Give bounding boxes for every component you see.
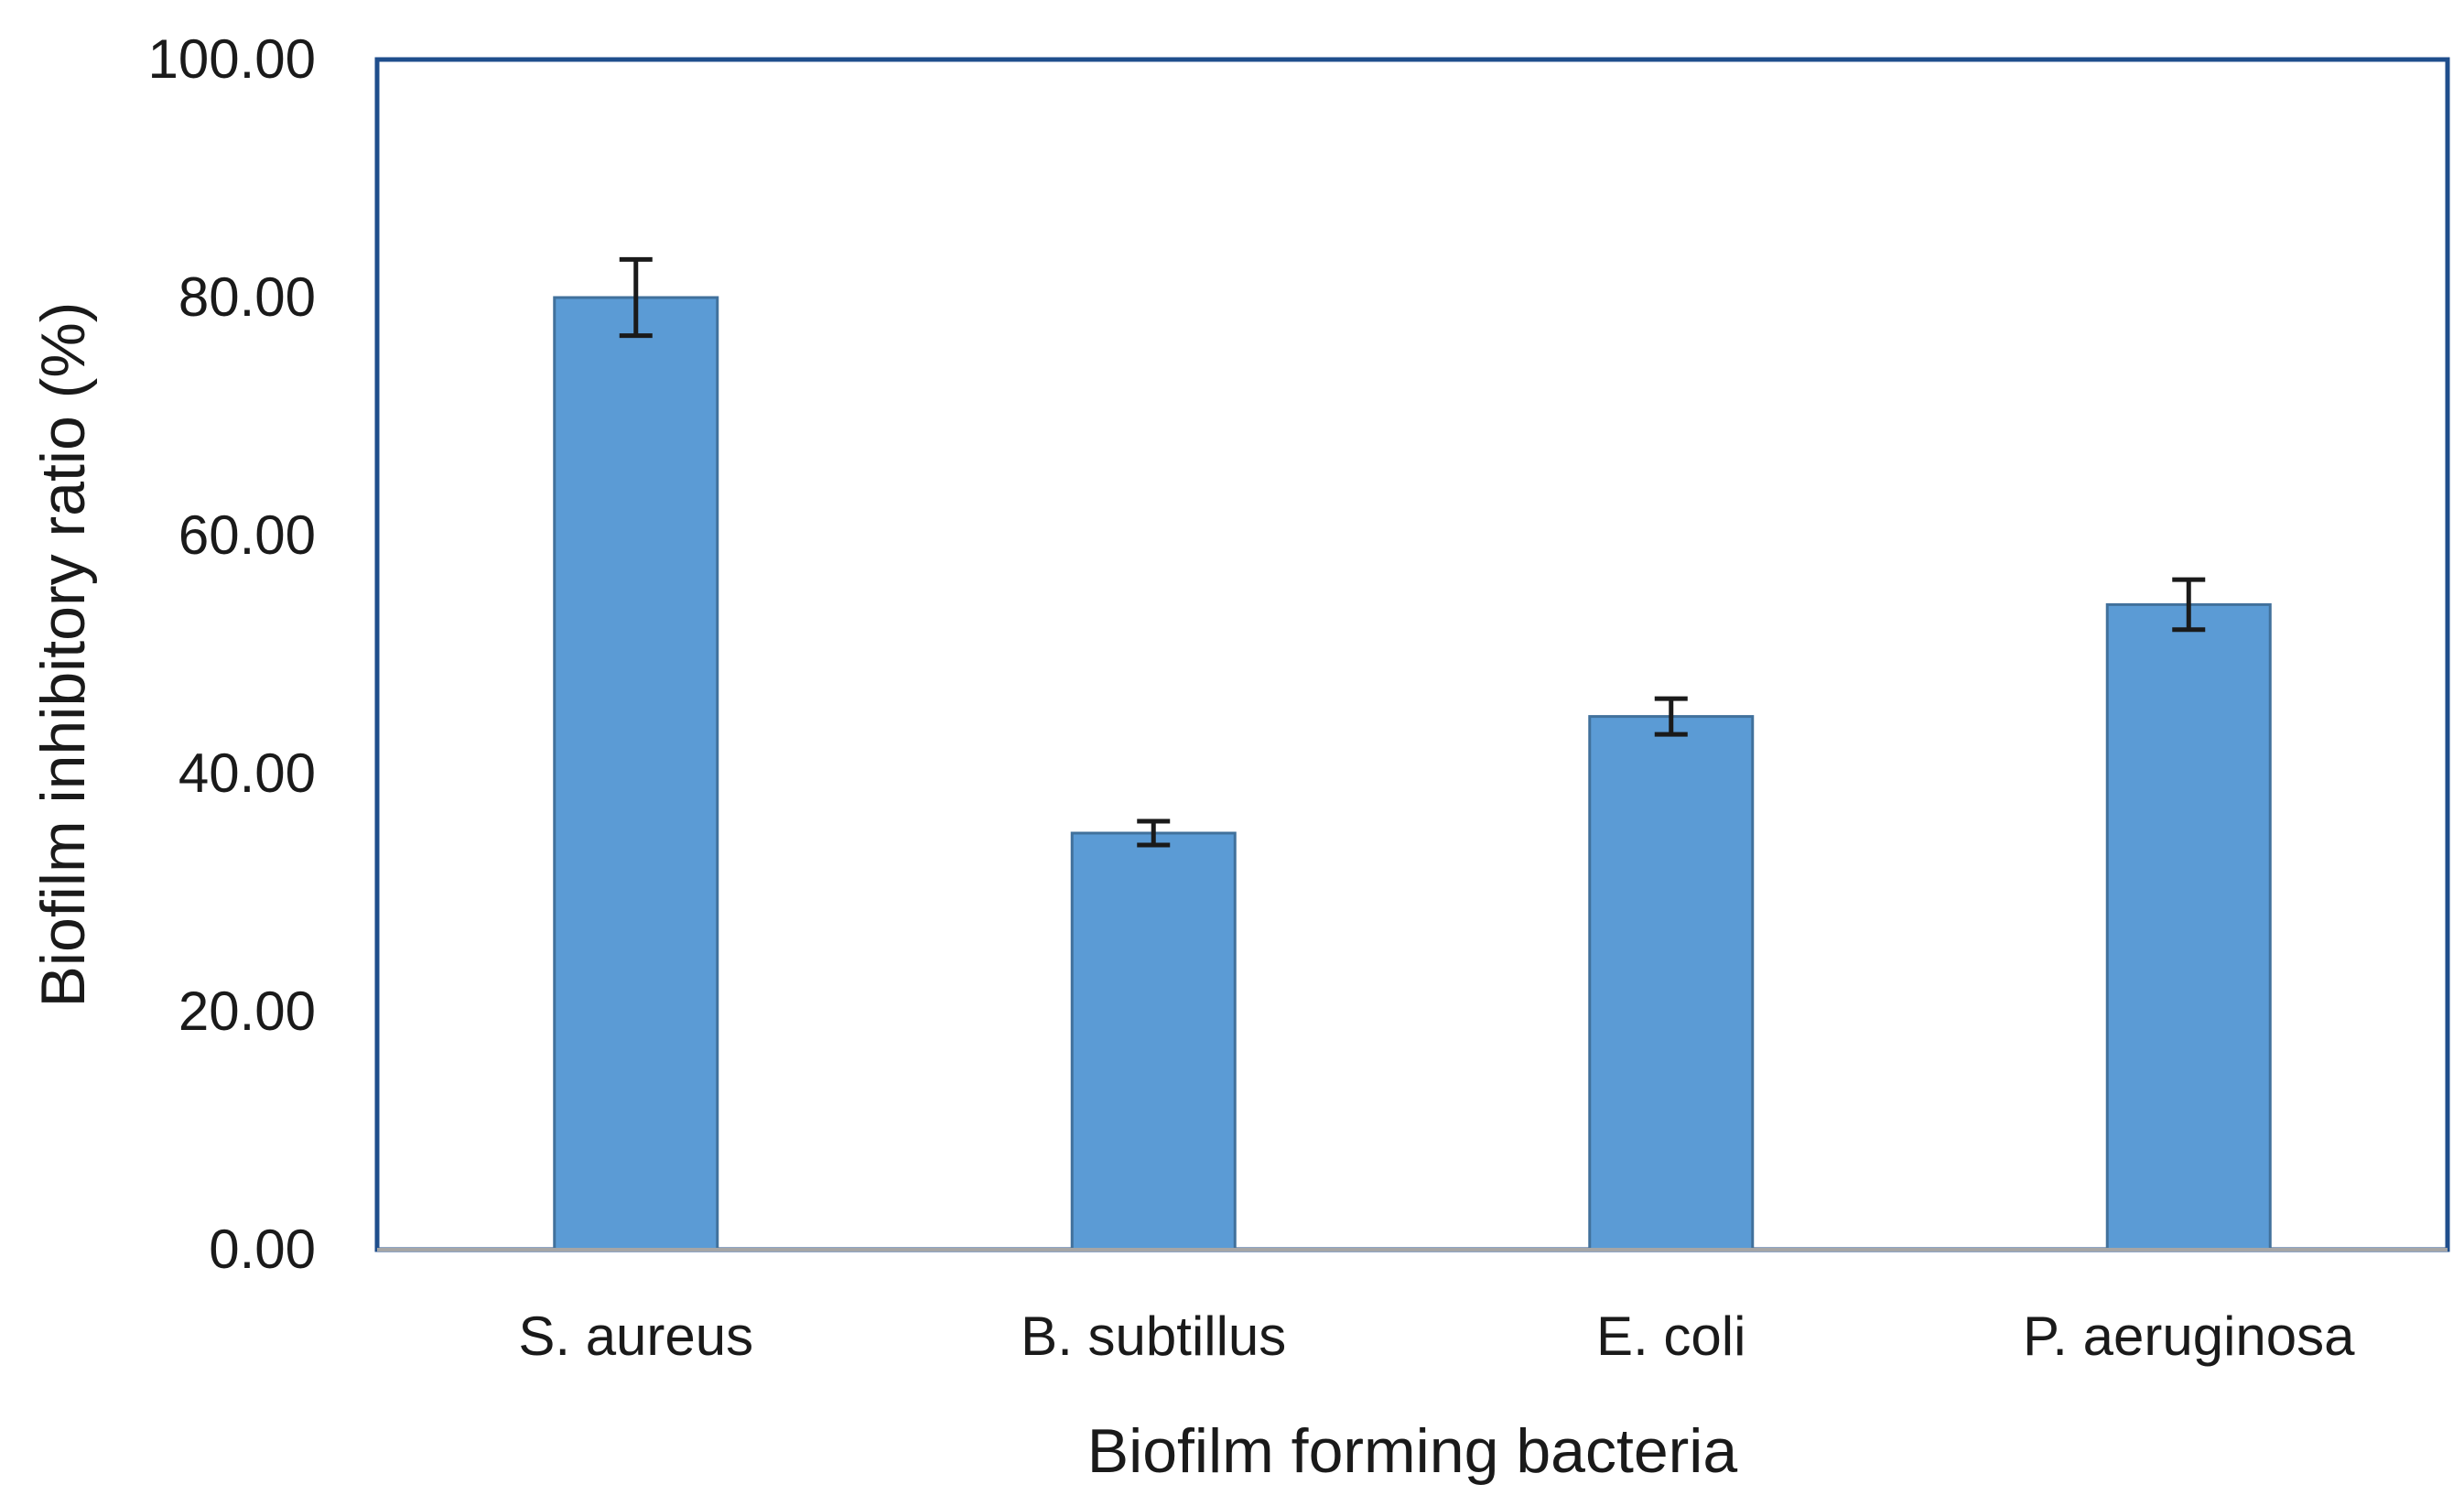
y-tick-label: 80.00 <box>178 266 316 328</box>
x-tick-label: P. aeruginosa <box>2023 1306 2355 1367</box>
y-tick-label: 100.00 <box>147 28 316 90</box>
error-bar-4 <box>2172 577 2206 633</box>
y-tick-labels: 0.00 20.00 40.00 60.00 80.00 100.00 <box>147 28 316 1280</box>
bar-4 <box>2105 602 2272 1251</box>
error-bars-layer <box>619 256 2206 848</box>
y-tick-label: 40.00 <box>178 742 316 804</box>
y-tick-label: 60.00 <box>178 504 316 566</box>
plot-area-border <box>374 57 2450 1252</box>
y-tick-label: 0.00 <box>209 1219 316 1280</box>
y-tick-label: 20.00 <box>178 981 316 1042</box>
x-tick-label: E. coli <box>1596 1306 1745 1367</box>
error-bar-2 <box>1137 818 1171 848</box>
error-bar-1 <box>619 256 653 339</box>
y-axis-title: Biofilm inhibitory ratio (%) <box>28 302 98 1008</box>
x-tick-labels: S. aureus B. subtillus E. coli P. aeruginos… <box>518 1306 2355 1367</box>
bar-1 <box>553 296 719 1251</box>
bar-2 <box>1070 831 1237 1251</box>
x-tick-label: B. subtillus <box>1021 1306 1286 1367</box>
x-tick-label: S. aureus <box>518 1306 753 1367</box>
x-axis-title: Biofilm forming bacteria <box>1087 1416 1738 1486</box>
error-bar-3 <box>1654 696 1688 737</box>
bar-3 <box>1588 715 1755 1251</box>
